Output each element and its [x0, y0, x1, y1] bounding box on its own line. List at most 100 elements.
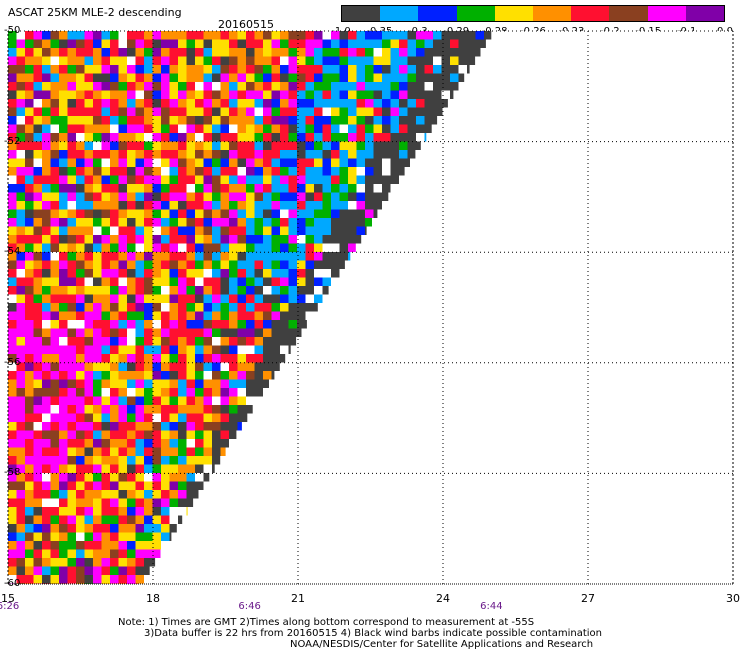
swath-cell: [263, 362, 272, 371]
swath-cell: [93, 82, 102, 91]
swath-cell: [348, 82, 357, 91]
swath-cell: [169, 337, 178, 346]
swath-cell: [50, 260, 59, 269]
swath-cell: [84, 65, 93, 74]
swath-cell: [331, 218, 340, 227]
swath-cell: [263, 354, 272, 363]
swath-cell: [127, 549, 136, 558]
swath-cell: [186, 277, 195, 286]
swath-cell: [339, 141, 348, 150]
swath-cell: [484, 39, 486, 48]
swath-cell: [305, 158, 314, 167]
swath-cell: [195, 141, 204, 150]
swath-cell: [135, 549, 144, 558]
swath-cell: [178, 269, 187, 278]
swath-cell: [118, 90, 127, 99]
swath-cell: [186, 73, 195, 82]
swath-cell: [356, 226, 365, 235]
swath-cell: [59, 184, 68, 193]
swath-cell: [161, 345, 170, 354]
swath-cell: [314, 116, 323, 125]
swath-cell: [50, 286, 59, 295]
swath-cell: [144, 209, 153, 218]
swath-cell: [195, 99, 204, 108]
swath-cell: [348, 226, 357, 235]
swath-cell: [297, 235, 306, 244]
swath-cell: [458, 65, 467, 74]
swath-cell: [288, 150, 297, 159]
swath-cell: [195, 473, 204, 482]
swath-cell: [433, 90, 442, 99]
swath-cell: [220, 337, 229, 346]
swath-cell: [42, 328, 51, 337]
swath-cell: [237, 150, 246, 159]
swath-cell: [322, 65, 331, 74]
swath-cell: [288, 294, 297, 303]
swath-cell: [76, 328, 85, 337]
swath-cell: [84, 337, 93, 346]
swath-cell: [76, 286, 85, 295]
swath-cell: [16, 498, 25, 507]
swath-cell: [305, 192, 314, 201]
swath-cell: [229, 39, 238, 48]
swath-cell: [475, 48, 481, 57]
swath-cell: [212, 235, 221, 244]
swath-cell: [288, 320, 297, 329]
swath-cell: [246, 124, 255, 133]
swath-cell: [42, 209, 51, 218]
swath-cell: [25, 532, 34, 541]
swath-cell: [76, 490, 85, 499]
swath-cell: [144, 73, 153, 82]
swath-cell: [220, 192, 229, 201]
swath-cell: [271, 277, 280, 286]
swath-cell: [144, 269, 153, 278]
swath-cell: [229, 320, 238, 329]
swath-cell: [373, 133, 382, 142]
swath-cell: [93, 90, 102, 99]
swath-cell: [331, 260, 340, 269]
swath-cell: [16, 243, 25, 252]
swath-cell: [178, 260, 187, 269]
swath-cell: [110, 73, 119, 82]
swath-cell: [42, 447, 51, 456]
swath-cell: [93, 337, 102, 346]
swath-cell: [42, 124, 51, 133]
swath-cell: [331, 243, 340, 252]
swath-cell: [254, 303, 263, 312]
longitude-tick-label: 21: [291, 592, 305, 605]
swath-cell: [127, 490, 136, 499]
swath-cell: [101, 456, 110, 465]
swath-cell: [220, 124, 229, 133]
swath-cell: [195, 396, 204, 405]
swath-cell: [416, 107, 425, 116]
swath-cell: [254, 107, 263, 116]
swath-cell: [348, 39, 357, 48]
swath-cell: [220, 388, 229, 397]
swath-cell: [76, 192, 85, 201]
swath-cell: [195, 481, 204, 490]
swath-cell: [84, 116, 93, 125]
swath-cell: [203, 303, 212, 312]
swath-cell: [246, 56, 255, 65]
swath-cell: [101, 337, 110, 346]
swath-cell: [67, 294, 76, 303]
swath-cell: [203, 175, 212, 184]
swath-cell: [254, 218, 263, 227]
swath-cell: [127, 73, 136, 82]
swath-cell: [356, 56, 365, 65]
swath-cell: [322, 48, 331, 57]
swath-cell: [135, 116, 144, 125]
swath-cell: [127, 422, 136, 431]
swath-cell: [16, 515, 25, 524]
swath-cell: [25, 31, 34, 40]
swath-cell: [93, 422, 102, 431]
swath-cell: [203, 39, 212, 48]
swath-cell: [144, 405, 153, 414]
swath-cell: [135, 558, 144, 567]
swath-cell: [67, 498, 76, 507]
swath-cell: [288, 218, 297, 227]
swath-cell: [50, 141, 59, 150]
swath-cell: [441, 39, 450, 48]
swath-cell: [254, 158, 263, 167]
swath-cell: [42, 345, 51, 354]
